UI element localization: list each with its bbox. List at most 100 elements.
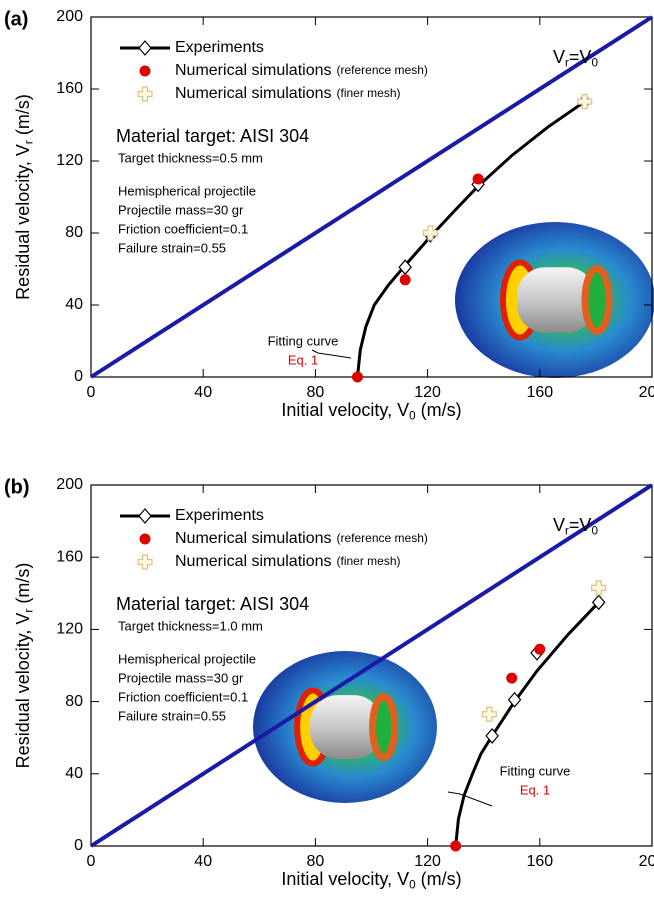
material-label: Material target: AISI 304 — [116, 594, 309, 614]
circle-marker — [351, 371, 363, 383]
text-part: (m/s) — [416, 400, 462, 420]
subscript: 0 — [409, 409, 416, 422]
projectile-body — [517, 267, 595, 333]
info-line: Projectile mass=30 gr — [118, 202, 244, 217]
circle-marker — [472, 173, 484, 185]
y-axis-label: Residual velocity, Vr (m/s) — [13, 94, 36, 300]
text-part: Residual velocity, V — [13, 613, 33, 769]
cross-marker — [577, 94, 593, 110]
diamond-marker — [591, 594, 606, 611]
legend-note: (reference mesh) — [337, 531, 428, 545]
diagonal-line — [89, 15, 654, 379]
legend-note: (finer mesh) — [337, 86, 401, 100]
legend-label: Experiments — [175, 507, 264, 524]
legend-name: Experiments — [175, 507, 264, 524]
cross-marker — [422, 225, 439, 241]
info-line: Hemispherical projectile — [118, 183, 256, 198]
diamond-marker — [507, 691, 522, 708]
legend-note: (reference mesh) — [337, 63, 428, 77]
circle-marker — [450, 840, 462, 852]
thickness-label: Target thickness=1.0 mm — [118, 618, 263, 633]
y-tick-label: 80 — [65, 224, 83, 241]
diagonal-label: Vr=V0 — [553, 47, 598, 70]
text-part: (m/s) — [13, 563, 33, 609]
x-tick-label: 120 — [414, 853, 441, 870]
info-line: Friction coefficient=0.1 — [118, 221, 248, 236]
fit-label: Fitting curve — [500, 763, 571, 778]
legend-label: Numerical simulations (reference mesh) — [175, 62, 428, 79]
y-tick-label: 160 — [56, 80, 83, 97]
leader-line — [447, 791, 493, 807]
text-part: (m/s) — [13, 94, 33, 140]
text-part: Residual velocity, V — [13, 144, 33, 300]
x-tick-label: 40 — [194, 384, 212, 401]
text-part: (m/s) — [416, 869, 462, 889]
fit-eq: Eq. 1 — [520, 782, 550, 797]
legend-name: Experiments — [175, 39, 264, 56]
y-tick-label: 120 — [56, 621, 83, 638]
diagonal-label: Vr=V0 — [553, 515, 598, 538]
diagonal-line — [89, 483, 654, 848]
circle-marker — [506, 672, 518, 684]
legend-label: Numerical simulations (finer mesh) — [175, 553, 401, 570]
legend-name: Numerical simulations — [175, 62, 332, 79]
cross-marker — [591, 580, 607, 596]
plot-frame — [90, 16, 653, 378]
projectile-body — [310, 695, 382, 759]
legend-name: Numerical simulations — [175, 530, 332, 547]
cross-marker — [481, 706, 497, 722]
info-line: Hemispherical projectile — [118, 651, 256, 666]
x-tick-label: 0 — [87, 384, 96, 401]
y-tick-label: 120 — [56, 152, 83, 169]
legend-note: (finer mesh) — [337, 554, 401, 568]
x-tick-label: 80 — [307, 384, 325, 401]
circle-marker — [399, 274, 411, 286]
y-tick-label: 160 — [56, 548, 83, 565]
thickness-label: Target thickness=0.5 mm — [118, 150, 263, 165]
x-axis-label: Initial velocity, V0 (m/s) — [281, 869, 461, 892]
panel-label: (a) — [4, 8, 28, 30]
x-axis-label: Initial velocity, V0 (m/s) — [281, 400, 461, 423]
x-tick-label: 160 — [526, 853, 553, 870]
y-tick-label: 0 — [74, 837, 83, 854]
circle-marker — [139, 65, 151, 77]
legend-label: Numerical simulations (reference mesh) — [175, 530, 428, 547]
panel-label: (b) — [4, 476, 30, 498]
y-axis-label: Residual velocity, Vr (m/s) — [13, 563, 36, 769]
circle-marker — [534, 643, 546, 655]
subscript: r — [22, 140, 35, 144]
subscript: r — [565, 56, 569, 69]
x-tick-label: 80 — [307, 853, 325, 870]
y-tick-label: 80 — [65, 693, 83, 710]
circle-marker — [139, 533, 151, 545]
plot-frame — [90, 484, 653, 847]
info-line: Projectile mass=30 gr — [118, 670, 244, 685]
diamond-marker — [138, 40, 152, 56]
legend-name: Numerical simulations — [175, 553, 332, 570]
info-line: Failure strain=0.55 — [118, 708, 226, 723]
text-part: =V — [569, 515, 592, 535]
subscript: 0 — [409, 878, 416, 891]
legend-label: Experiments — [175, 39, 264, 56]
diamond-marker — [138, 508, 152, 524]
projectile-tail — [369, 693, 399, 761]
subscript: 0 — [591, 56, 598, 69]
text-part: V — [553, 515, 565, 535]
leader-line — [311, 349, 352, 359]
subscript: 0 — [591, 524, 598, 537]
x-tick-label: 120 — [414, 384, 441, 401]
fit-eq: Eq. 1 — [288, 352, 318, 367]
cross-marker — [137, 554, 153, 570]
subscript: r — [22, 609, 35, 613]
fitting-curve — [454, 601, 600, 847]
y-tick-label: 200 — [56, 476, 83, 493]
text-part: =V — [569, 47, 592, 67]
y-tick-label: 200 — [56, 8, 83, 25]
x-tick-label: 200 — [639, 384, 654, 401]
fit-label: Fitting curve — [268, 333, 339, 348]
cross-marker — [137, 86, 153, 102]
text-part: V — [553, 47, 565, 67]
x-tick-label: 200 — [639, 853, 654, 870]
material-label: Material target: AISI 304 — [116, 126, 309, 146]
